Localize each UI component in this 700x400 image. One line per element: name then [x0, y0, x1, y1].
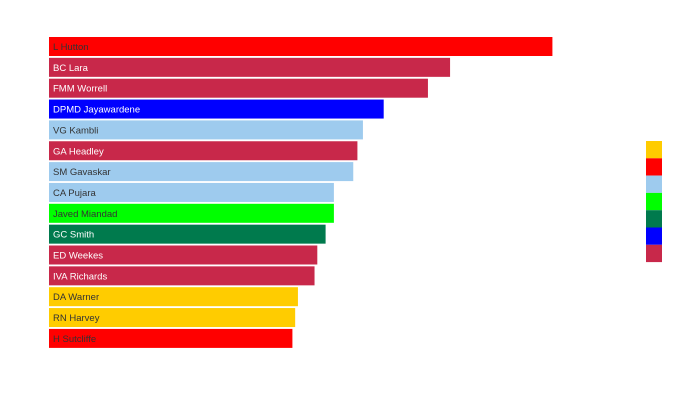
- bar: [49, 78, 428, 98]
- bar-label: H Sutcliffe: [53, 334, 96, 345]
- bar-label: RN Harvey: [53, 313, 100, 324]
- bar: [49, 37, 553, 56]
- bar: [49, 224, 326, 244]
- bar: [49, 266, 315, 286]
- legend-swatch: [646, 192, 662, 211]
- bar-label: CA Pujara: [53, 188, 96, 199]
- legend-swatch: [646, 244, 662, 263]
- bar: [49, 99, 384, 119]
- bar-label: IVA Richards: [53, 271, 107, 282]
- bar: [49, 120, 363, 140]
- bar: [49, 162, 354, 182]
- legend-swatch: [646, 141, 662, 159]
- legend-swatch: [646, 175, 662, 193]
- bar: [49, 141, 358, 161]
- bar: [49, 245, 318, 265]
- legend-swatch: [646, 210, 662, 228]
- bar: [49, 203, 334, 223]
- legend-swatch: [646, 227, 662, 245]
- bar-label: FMM Worrell: [53, 84, 107, 95]
- bar-label: SM Gavaskar: [53, 167, 111, 178]
- bar-label: GA Headley: [53, 146, 104, 157]
- bar: [49, 182, 334, 202]
- bar-label: ED Weekes: [53, 251, 103, 262]
- bar: [49, 308, 296, 328]
- bar: [49, 287, 298, 307]
- bars-group: L Hutton BC Lara FMM Worrell DPMD Jayawarde…: [49, 37, 553, 348]
- bar-label: BC Lara: [53, 63, 89, 74]
- bar-label: VG Kambli: [53, 125, 98, 136]
- bar-label: L Hutton: [53, 42, 89, 53]
- bar-label: DA Warner: [53, 292, 99, 303]
- bar-label: GC Smith: [53, 230, 94, 241]
- bar: [49, 57, 451, 77]
- bar-label: DPMD Jayawardene: [53, 105, 140, 116]
- legend: [646, 141, 662, 263]
- bar: [49, 328, 293, 348]
- bar-label: Javed Miandad: [53, 209, 117, 220]
- legend-swatch: [646, 158, 662, 176]
